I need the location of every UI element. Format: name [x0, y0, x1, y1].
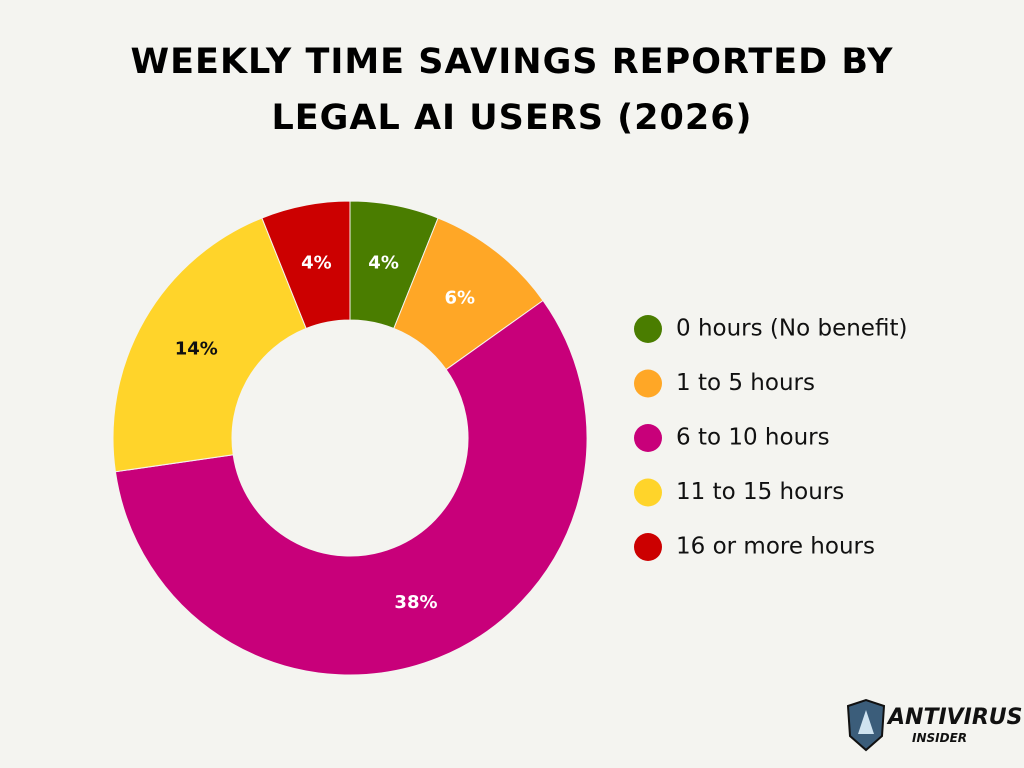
donut-slice	[112, 217, 307, 473]
legend-label: 16 or more hours	[676, 534, 875, 560]
logo: ANTIVIRUS INSIDER	[846, 698, 1023, 752]
brand-sub: INSIDER	[912, 731, 967, 745]
legend-swatch	[634, 478, 662, 507]
slice-label: 6%	[444, 287, 475, 308]
legend-swatch	[634, 315, 662, 343]
slice-label: 4%	[368, 253, 399, 274]
brand-name: ANTIVIRUS	[886, 705, 1023, 730]
legend-label: 11 to 15 hours	[676, 479, 844, 505]
slice-label: 38%	[394, 592, 437, 613]
donut-slice	[261, 200, 351, 330]
donut-slice	[114, 299, 588, 676]
legend-label: 1 to 5 hours	[676, 370, 815, 396]
legend-swatch	[634, 424, 662, 452]
legend-swatch	[634, 369, 662, 398]
legend-swatch	[634, 533, 662, 561]
legend-label: 6 to 10 hours	[676, 425, 830, 451]
slice-label: 4%	[301, 253, 332, 274]
chart-title: Weekly Time Savings Reported by Legal AI…	[130, 42, 894, 138]
logo-mark	[858, 710, 874, 734]
legend-label: 0 hours (No benefit)	[676, 316, 907, 342]
slice-label: 14%	[175, 338, 218, 359]
